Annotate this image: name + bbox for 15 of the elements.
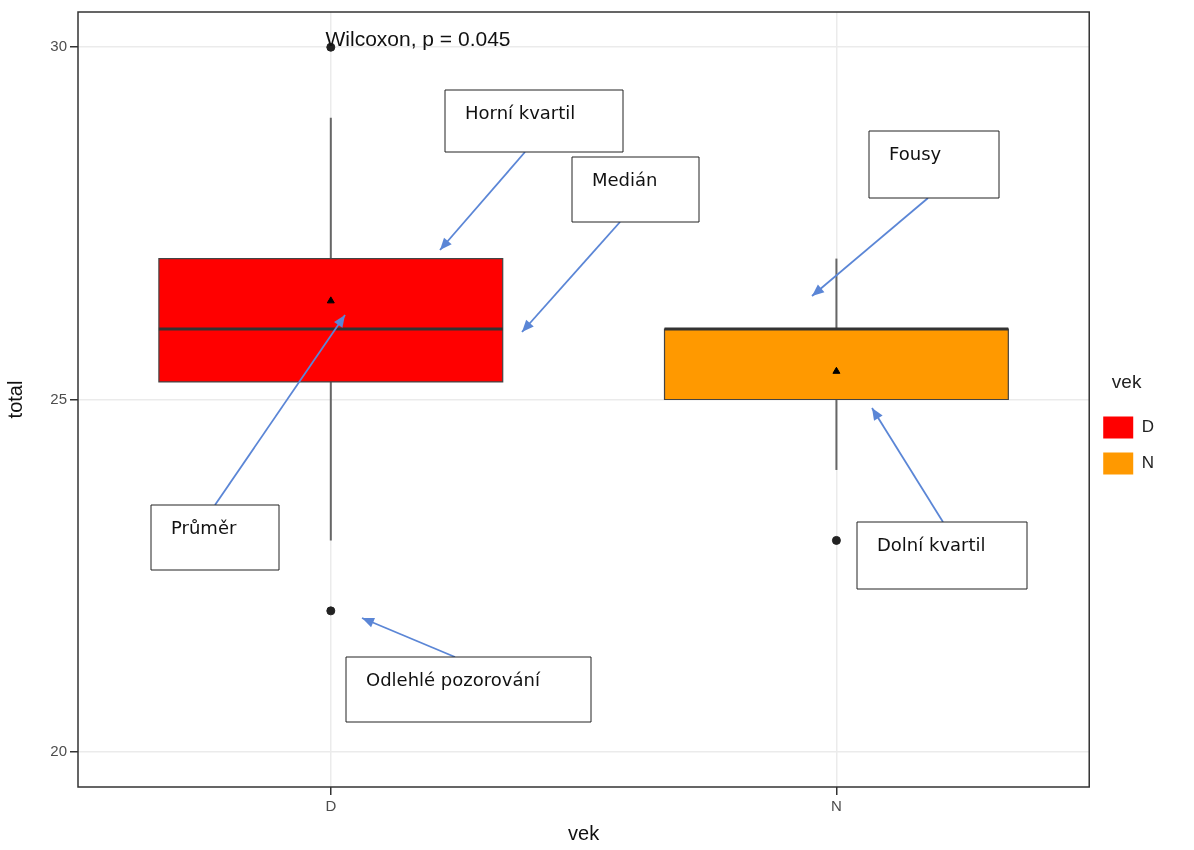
annotation: Medián [592, 168, 658, 190]
legend-label: N [1141, 453, 1154, 473]
legend-title: vek [1111, 371, 1142, 393]
annotation: Dolní kvartil [877, 533, 986, 555]
x-axis-title: vek [568, 821, 601, 844]
y-tick-label: 30 [50, 37, 67, 55]
y-tick-label: 20 [50, 741, 67, 759]
legend-label: D [1141, 417, 1154, 437]
y-tick-label: 25 [50, 389, 67, 407]
annotation: Odlehlé pozorování [366, 668, 541, 690]
annotation: Wilcoxon, p = 0.045 [325, 26, 511, 50]
annotation: Horní kvartil [465, 101, 576, 123]
y-axis-title: total [3, 380, 26, 419]
annotation: Fousy [889, 142, 942, 164]
annotation: Průměr [171, 516, 237, 538]
